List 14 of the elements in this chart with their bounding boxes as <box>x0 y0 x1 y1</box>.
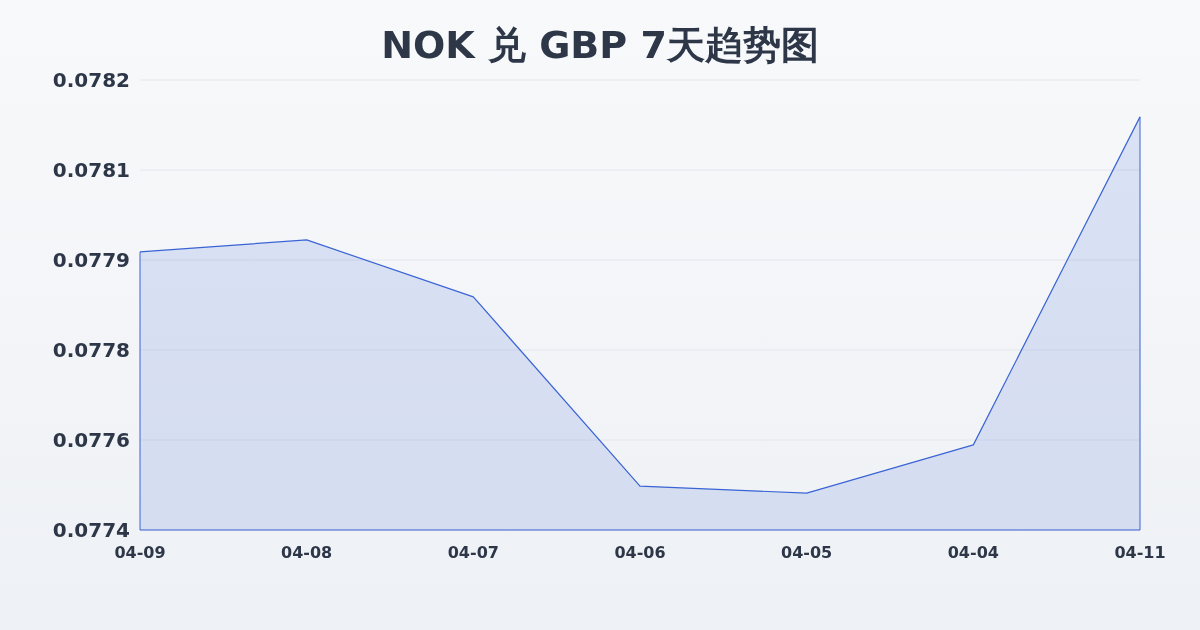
x-tick-label: 04-08 <box>281 543 333 562</box>
y-tick-label: 0.0778 <box>52 338 130 362</box>
x-tick-label: 04-04 <box>947 543 999 562</box>
x-tick-label: 04-11 <box>1114 543 1166 562</box>
y-tick-label: 0.0774 <box>52 518 130 542</box>
chart-title: NOK 兑 GBP 7天趋势图 <box>381 23 819 67</box>
x-tick-label: 04-06 <box>614 543 666 562</box>
y-tick-label: 0.0781 <box>52 158 130 182</box>
y-tick-label: 0.0782 <box>52 68 130 92</box>
x-tick-label: 04-09 <box>114 543 166 562</box>
x-tick-label: 04-05 <box>781 543 833 562</box>
x-tick-label: 04-07 <box>447 543 499 562</box>
y-tick-label: 0.0776 <box>52 428 130 452</box>
y-tick-label: 0.0779 <box>52 248 130 272</box>
